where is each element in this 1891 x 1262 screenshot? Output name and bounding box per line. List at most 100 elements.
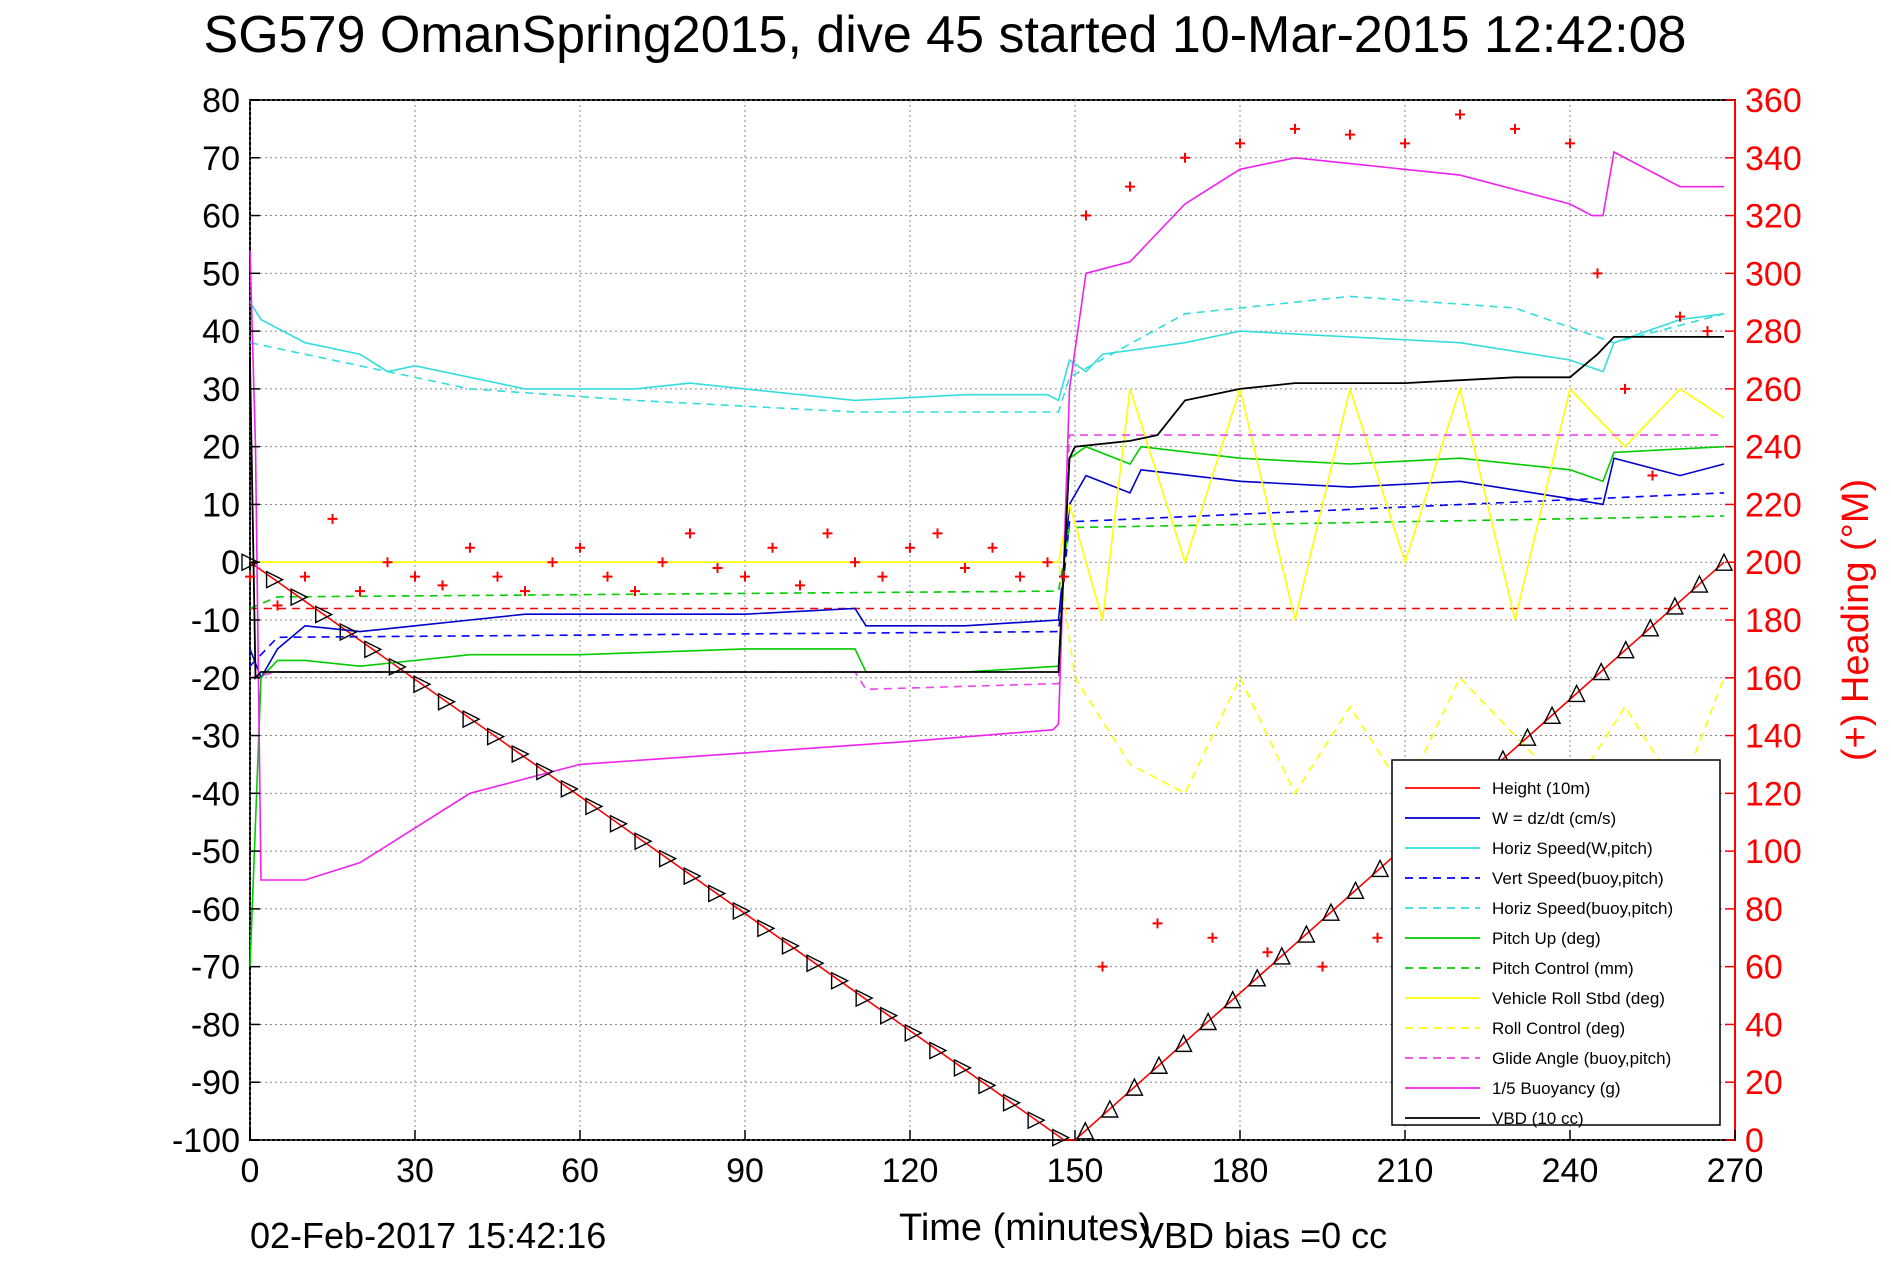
right-tick-label: 340: [1745, 140, 1802, 178]
x-axis-label: Time (minutes): [899, 1207, 1151, 1249]
legend-entry-label: Height (10m): [1492, 779, 1590, 798]
heading-point: [850, 557, 860, 568]
heading-point: [1059, 571, 1069, 582]
heading-point: [1702, 326, 1713, 337]
height-marker: [1690, 574, 1709, 593]
heading-point: [657, 557, 668, 568]
height-marker: [708, 884, 727, 903]
heading-point: [795, 580, 805, 591]
series-line-4: [249, 295, 1725, 413]
height-marker: [339, 622, 358, 642]
heading-point: [932, 528, 943, 539]
height-marker: [609, 814, 629, 833]
left-tick-label: 50: [202, 255, 240, 293]
height-marker: [781, 936, 801, 955]
left-tick-label: 30: [202, 371, 240, 409]
right-tick-label: 120: [1745, 775, 1802, 813]
right-tick-label: 140: [1745, 718, 1802, 756]
heading-point: [685, 528, 695, 539]
series-line-2: [249, 301, 1725, 402]
right-tick-label: 240: [1745, 429, 1802, 467]
heading-point: [1455, 109, 1465, 120]
height-marker: [1542, 705, 1562, 725]
left-tick-label: -20: [191, 660, 240, 698]
x-tick-label: 60: [561, 1152, 599, 1190]
right-tick-label: 20: [1745, 1064, 1783, 1102]
height-marker: [1346, 880, 1365, 899]
height-marker: [560, 779, 579, 799]
left-tick-label: 40: [202, 313, 240, 351]
heading-point: [1207, 932, 1218, 943]
x-tick-label: 210: [1377, 1152, 1434, 1190]
x-tick-label: 240: [1542, 1152, 1599, 1190]
heading-point: [1620, 383, 1630, 394]
left-tick-label: 0: [221, 544, 240, 582]
x-tick-label: 30: [396, 1152, 434, 1190]
x-tick-label: 150: [1047, 1152, 1104, 1190]
height-marker: [290, 587, 309, 607]
heading-point: [1262, 947, 1273, 958]
heading-point: [1180, 152, 1190, 163]
series-line-6: [249, 515, 1725, 610]
left-tick-label: -70: [191, 949, 240, 987]
left-tick-label: -80: [191, 1006, 240, 1044]
legend-entry-label: Vehicle Roll Stbd (deg): [1492, 989, 1665, 1008]
series-line-1: [249, 457, 1725, 680]
x-tick-label: 180: [1212, 1152, 1269, 1190]
x-tick-label: 0: [241, 1152, 260, 1190]
heading-point: [1647, 470, 1658, 481]
heading-point: [1097, 961, 1108, 972]
legend-entry-label: VBD (10 cc): [1492, 1109, 1584, 1128]
height-marker: [1665, 596, 1685, 615]
x-tick-label: 90: [726, 1152, 764, 1190]
left-tick-label: 80: [202, 82, 240, 120]
heading-point: [1081, 210, 1091, 221]
height-marker: [315, 605, 334, 624]
heading-point: [960, 563, 970, 573]
heading-point: [630, 586, 640, 597]
right-axis-label: (+) Heading (°M): [1835, 479, 1877, 761]
legend-entry-label: W = dz/dt (cm/s): [1492, 809, 1616, 828]
right-tick-label: 360: [1745, 82, 1802, 120]
heading-point: [1565, 138, 1575, 149]
left-tick-label: -50: [191, 833, 240, 871]
right-tick-label: 100: [1745, 833, 1802, 871]
heading-point: [987, 542, 998, 553]
height-marker: [978, 1076, 997, 1095]
height-marker: [929, 1041, 948, 1060]
height-marker: [1052, 1128, 1071, 1147]
heading-point: [767, 542, 778, 553]
heading-point: [382, 557, 393, 568]
legend-entry-label: Glide Angle (buoy,pitch): [1492, 1049, 1671, 1068]
left-tick-label: -30: [191, 718, 240, 756]
height-marker: [757, 919, 776, 938]
heading-point: [1317, 961, 1328, 972]
heading-point: [575, 542, 585, 553]
x-tick-label: 120: [882, 1152, 939, 1190]
height-marker: [437, 692, 457, 711]
right-tick-label: 220: [1745, 486, 1802, 524]
heading-point: [1125, 181, 1135, 192]
heading-point: [272, 600, 283, 611]
footer-vbd-bias: VBD bias =0 cc: [1140, 1215, 1387, 1256]
height-marker: [536, 762, 555, 781]
left-tick-label: 60: [202, 198, 240, 236]
height-marker: [732, 901, 751, 921]
height-marker: [1125, 1077, 1144, 1096]
height-marker: [1248, 968, 1267, 987]
height-marker: [486, 727, 506, 746]
height-marker: [1198, 1011, 1218, 1031]
right-tick-label: 60: [1745, 949, 1783, 987]
heading-point: [547, 557, 558, 568]
left-tick-label: -100: [172, 1122, 240, 1160]
height-marker: [388, 657, 407, 676]
legend-entry-label: Pitch Control (mm): [1492, 959, 1634, 978]
height-marker: [1100, 1099, 1119, 1118]
height-marker: [241, 553, 260, 572]
height-marker: [658, 849, 678, 868]
heading-point: [1400, 138, 1410, 149]
heading-point: [465, 542, 475, 553]
height-marker: [1321, 902, 1341, 921]
heading-point: [1510, 123, 1520, 134]
legend-entry-label: 1/5 Buoyancy (g): [1492, 1079, 1621, 1098]
